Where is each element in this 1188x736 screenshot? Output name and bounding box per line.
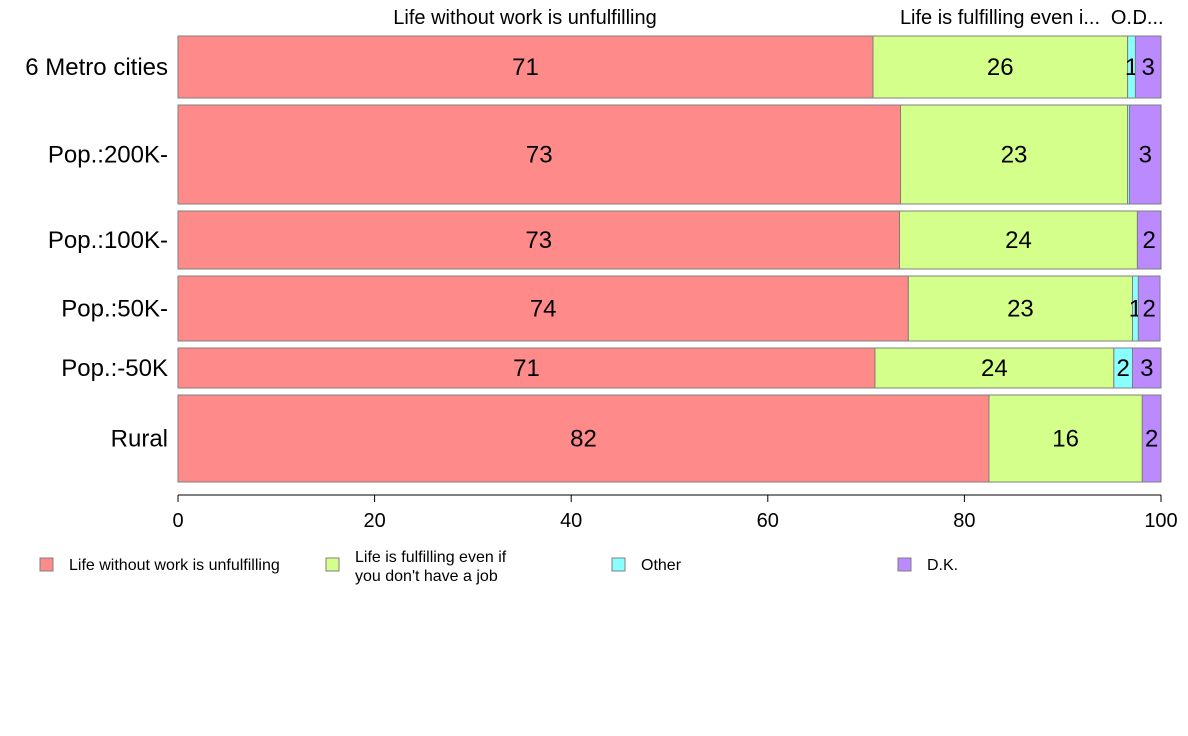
bar-value-label: 3 [1142, 54, 1155, 81]
x-tick-label: 100 [1144, 510, 1177, 532]
category-labels: 6 Metro cities Pop.:200K- Pop.:100K- Pop.:5… [25, 54, 168, 453]
bar-segment [1141, 394, 1162, 483]
bar-value-label: 74 [530, 296, 557, 323]
legend: Life without work is unfulfilling Life is… [39, 549, 958, 585]
bar-value-label: 3 [1140, 355, 1153, 382]
bar-value-label: 24 [981, 355, 1008, 382]
category-label: Rural [111, 426, 168, 453]
bar-value-label: 26 [987, 54, 1014, 81]
bar-value-label: 71 [513, 355, 540, 382]
bar-value-label: 3 [1139, 142, 1152, 169]
bar-segment [900, 104, 1129, 205]
top-labels: Life without work is unfulfilling Life i… [393, 7, 1163, 29]
bar-value-label: 82 [570, 426, 597, 453]
bar-value-label: 2 [1145, 426, 1158, 453]
top-label-series-2: Life is fulfilling even i... [900, 7, 1100, 29]
category-label: Pop.:-50K [61, 355, 168, 382]
legend-swatch [897, 557, 912, 572]
bar-segment [1134, 35, 1162, 99]
bar-value-label: 24 [1005, 227, 1032, 254]
bar-value-label: 16 [1052, 426, 1079, 453]
bar-value-label: 2 [1116, 355, 1129, 382]
bar-value-label: 71 [512, 54, 539, 81]
legend-label: D.K. [927, 557, 958, 574]
bar-segment [177, 347, 876, 389]
category-label: Pop.:200K- [48, 142, 168, 169]
legend-swatch [325, 557, 340, 572]
x-tick-label: 40 [560, 510, 582, 532]
legend-label: you don't have a job [355, 568, 498, 585]
top-label-series-4: D... [1132, 7, 1163, 29]
category-label: 6 Metro cities [25, 54, 168, 81]
bar-segment [177, 104, 902, 205]
bar-segment [1131, 347, 1162, 389]
bar-value-label: 2 [1143, 227, 1156, 254]
bar-value-label: 23 [1007, 296, 1034, 323]
bar-segment [899, 210, 1138, 270]
x-axis: 0 20 40 60 80 100 [172, 494, 1178, 532]
bar-segment [907, 275, 1133, 342]
x-tick-label: 80 [953, 510, 975, 532]
bar-segment [177, 210, 901, 270]
x-tick-label: 20 [363, 510, 385, 532]
bar-value-label: 1 [1125, 54, 1138, 81]
top-label-series-1: Life without work is unfulfilling [393, 7, 656, 29]
legend-label: Life without work is unfulfilling [69, 557, 280, 574]
category-label: Pop.:50K- [61, 296, 168, 323]
legend-label: Life is fulfilling even if [355, 549, 507, 566]
x-tick-label: 0 [172, 510, 183, 532]
x-tick-label: 60 [757, 510, 779, 532]
bar-segment [1129, 104, 1162, 205]
bars-group: 71 26 1 373 23 373 24 274 23 1 271 24 2 382 16 2 [177, 35, 1162, 483]
legend-swatch [39, 557, 54, 572]
bar-segment [872, 35, 1129, 99]
bar-segment [1137, 275, 1161, 342]
bar-value-label: 2 [1143, 296, 1156, 323]
top-label-series-3: O... [1111, 7, 1143, 29]
legend-swatch [611, 557, 626, 572]
bar-segment [988, 394, 1143, 483]
category-label: Pop.:100K- [48, 227, 168, 254]
bar-segment [874, 347, 1115, 389]
bar-segment [177, 275, 909, 342]
bar-value-label: 73 [525, 227, 552, 254]
bar-segment [1136, 210, 1162, 270]
legend-label: Other [641, 557, 682, 574]
bar-value-label: 73 [526, 142, 553, 169]
bar-segment [177, 394, 990, 483]
bar-value-label: 23 [1001, 142, 1028, 169]
